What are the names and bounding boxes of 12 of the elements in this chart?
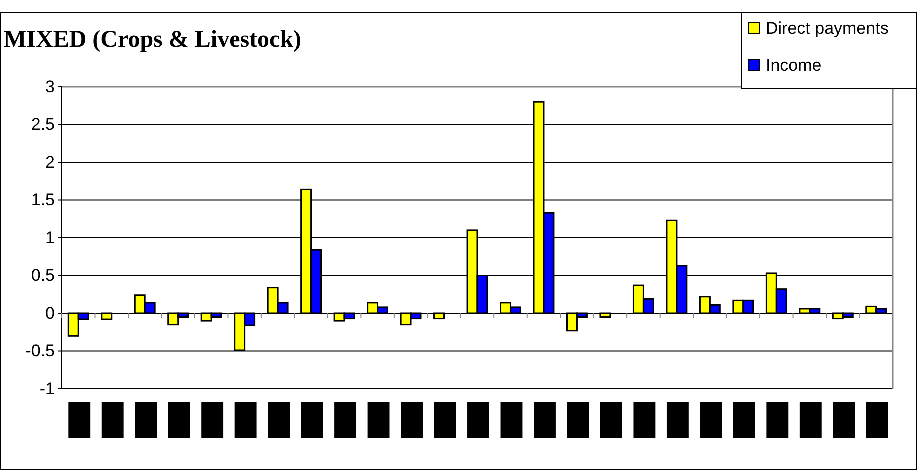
legend-label: Income [766,56,822,75]
y-tick-label: -1 [40,379,55,398]
y-tick-label: 0 [46,304,55,323]
y-tick-label: 0.5 [31,266,55,286]
legend-label: Direct payments [766,19,889,38]
y-tick-label: 1 [46,228,55,248]
y-tick-label: 2 [46,152,55,172]
y-tick-label: 1.5 [31,190,55,210]
y-tick-label: 2.5 [31,115,55,134]
chart-title: MIXED (Crops & Livestock) [4,27,302,53]
y-tick-label: -0.5 [26,342,55,361]
y-tick-label: 3 [46,77,55,96]
